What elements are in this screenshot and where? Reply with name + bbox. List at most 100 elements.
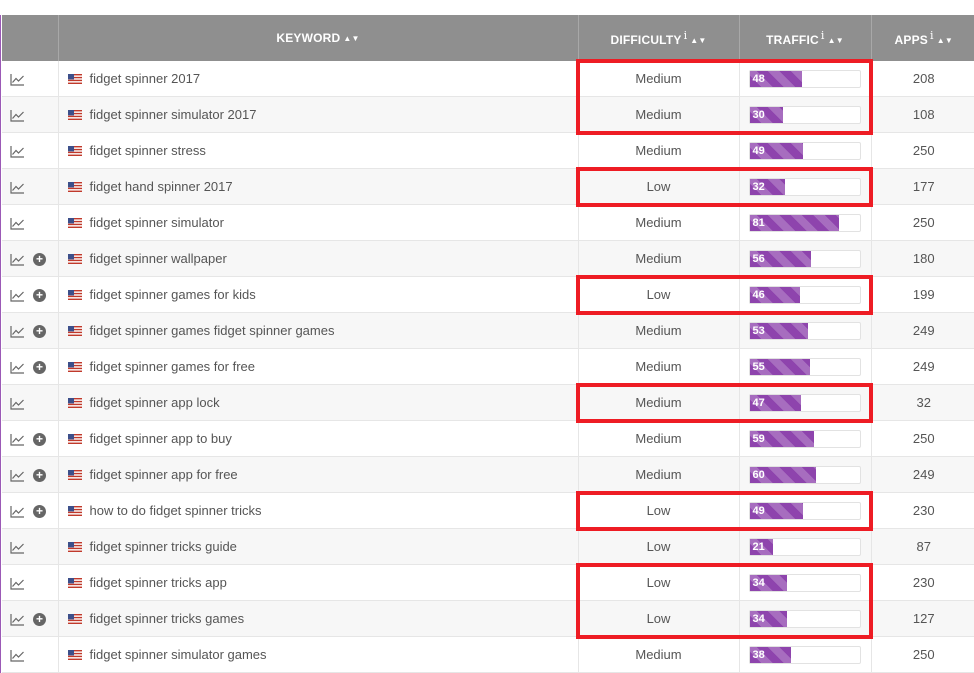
sort-icon[interactable]: ▲▼ bbox=[343, 34, 360, 43]
sort-icon[interactable]: ▲▼ bbox=[827, 36, 844, 45]
traffic-cell: 53 bbox=[739, 312, 872, 349]
row-actions: + bbox=[2, 600, 59, 637]
us-flag-icon bbox=[67, 326, 82, 337]
apps-cell: 250 bbox=[871, 636, 974, 673]
chart-icon[interactable] bbox=[10, 613, 25, 626]
chart-icon[interactable] bbox=[10, 109, 25, 122]
keyword-text: fidget spinner app for free bbox=[89, 467, 238, 483]
keyword-cell[interactable]: fidget spinner stress bbox=[58, 132, 579, 169]
keyword-cell[interactable]: fidget spinner games for free bbox=[58, 348, 579, 385]
plus-circle-icon[interactable]: + bbox=[33, 361, 46, 375]
difficulty-cell: Medium bbox=[578, 61, 740, 97]
plus-circle-icon[interactable]: + bbox=[33, 433, 46, 447]
table-row: + fidget spinner games fidget spinner ga… bbox=[2, 312, 974, 349]
keyword-cell[interactable]: fidget spinner app lock bbox=[58, 384, 579, 421]
table-row: fidget spinner simulator Medium 81 250 bbox=[2, 204, 974, 241]
difficulty-cell: Medium bbox=[578, 240, 740, 277]
keyword-cell[interactable]: fidget spinner tricks app bbox=[58, 564, 579, 601]
traffic-bar: 48 bbox=[748, 69, 861, 88]
keyword-cell[interactable]: fidget spinner games fidget spinner game… bbox=[58, 312, 579, 349]
header-traffic[interactable]: TRAFFIC i ▲▼ bbox=[739, 15, 872, 61]
keyword-cell[interactable]: fidget spinner app for free bbox=[58, 456, 579, 493]
table-row: fidget spinner tricks app Low 34 230 bbox=[2, 564, 974, 601]
chart-icon[interactable] bbox=[10, 505, 25, 518]
chart-icon[interactable] bbox=[10, 181, 25, 194]
traffic-cell: 32 bbox=[739, 168, 872, 205]
plus-circle-icon[interactable]: + bbox=[33, 613, 46, 627]
keyword-cell[interactable]: fidget spinner wallpaper bbox=[58, 240, 579, 277]
keyword-text: fidget spinner simulator bbox=[89, 215, 224, 231]
table-header-row: KEYWORD ▲▼ DIFFICULTY i ▲▼ TRAFFIC i ▲▼ APPS i… bbox=[2, 15, 974, 61]
info-icon[interactable]: i bbox=[930, 29, 934, 42]
row-actions bbox=[2, 61, 59, 97]
chart-icon[interactable] bbox=[10, 397, 25, 410]
keyword-cell[interactable]: fidget spinner tricks guide bbox=[58, 528, 579, 565]
chart-icon[interactable] bbox=[10, 325, 25, 338]
traffic-bar-fill bbox=[749, 646, 792, 663]
chart-icon[interactable] bbox=[10, 649, 25, 662]
table-row: + fidget spinner games for kids Low 46 1… bbox=[2, 276, 974, 313]
traffic-bar: 38 bbox=[748, 645, 861, 664]
keyword-cell[interactable]: fidget spinner games for kids bbox=[58, 276, 579, 313]
us-flag-icon bbox=[67, 434, 82, 445]
keyword-cell[interactable]: fidget spinner 2017 bbox=[58, 61, 579, 97]
keyword-cell[interactable]: how to do fidget spinner tricks bbox=[58, 492, 579, 529]
table-row: fidget spinner app lock Medium 47 32 bbox=[2, 384, 974, 421]
traffic-cell: 48 bbox=[739, 61, 872, 97]
row-actions bbox=[2, 132, 59, 169]
keyword-cell[interactable]: fidget spinner simulator bbox=[58, 204, 579, 241]
plus-circle-icon[interactable]: + bbox=[33, 253, 46, 267]
keyword-text: fidget spinner app to buy bbox=[89, 431, 232, 447]
plus-circle-icon[interactable]: + bbox=[33, 469, 46, 483]
traffic-cell: 34 bbox=[739, 600, 872, 637]
keyword-text: fidget spinner games fidget spinner game… bbox=[89, 323, 335, 339]
keyword-cell[interactable]: fidget spinner app to buy bbox=[58, 420, 579, 457]
chart-icon[interactable] bbox=[10, 253, 25, 266]
chart-icon[interactable] bbox=[10, 145, 25, 158]
apps-cell: 32 bbox=[871, 384, 974, 421]
header-apps-label: APPS bbox=[894, 33, 928, 47]
difficulty-cell: Medium bbox=[578, 96, 740, 133]
sort-icon[interactable]: ▲▼ bbox=[690, 36, 707, 45]
info-icon[interactable]: i bbox=[820, 29, 825, 42]
us-flag-icon bbox=[67, 218, 82, 229]
traffic-bar-fill bbox=[749, 610, 787, 627]
chart-icon[interactable] bbox=[10, 217, 25, 230]
chart-icon[interactable] bbox=[10, 73, 25, 86]
apps-cell: 250 bbox=[871, 132, 974, 169]
chart-icon[interactable] bbox=[10, 289, 25, 302]
header-keyword[interactable]: KEYWORD ▲▼ bbox=[58, 15, 579, 61]
difficulty-cell: Medium bbox=[578, 204, 740, 241]
header-difficulty[interactable]: DIFFICULTY i ▲▼ bbox=[578, 15, 740, 61]
traffic-bar: 60 bbox=[748, 465, 861, 484]
traffic-bar-fill bbox=[749, 178, 785, 195]
traffic-bar-fill bbox=[749, 394, 802, 411]
sort-icon[interactable]: ▲▼ bbox=[936, 36, 953, 45]
chart-icon[interactable] bbox=[10, 541, 25, 554]
table-row: + fidget spinner wallpaper Medium 56 180 bbox=[2, 240, 974, 277]
traffic-value: 81 bbox=[752, 216, 765, 229]
apps-cell: 208 bbox=[871, 61, 974, 97]
header-apps[interactable]: APPS i ▲▼ bbox=[871, 15, 974, 61]
info-icon[interactable]: i bbox=[683, 29, 688, 42]
apps-cell: 199 bbox=[871, 276, 974, 313]
us-flag-icon bbox=[67, 146, 82, 157]
table-row: + how to do fidget spinner tricks Low 49… bbox=[2, 492, 974, 529]
traffic-bar: 21 bbox=[748, 537, 861, 556]
keyword-cell[interactable]: fidget spinner tricks games bbox=[58, 600, 579, 637]
keyword-text: fidget spinner tricks games bbox=[89, 611, 245, 627]
plus-circle-icon[interactable]: + bbox=[33, 325, 46, 339]
keyword-cell[interactable]: fidget spinner simulator 2017 bbox=[58, 96, 579, 133]
plus-circle-icon[interactable]: + bbox=[33, 289, 46, 303]
plus-circle-icon[interactable]: + bbox=[33, 505, 46, 519]
chart-icon[interactable] bbox=[10, 469, 25, 482]
difficulty-cell: Low bbox=[578, 492, 740, 529]
chart-icon[interactable] bbox=[10, 361, 25, 374]
keyword-cell[interactable]: fidget spinner simulator games bbox=[58, 636, 579, 673]
traffic-cell: 21 bbox=[739, 528, 872, 565]
traffic-value: 49 bbox=[752, 504, 765, 517]
chart-icon[interactable] bbox=[10, 433, 25, 446]
row-actions: + bbox=[2, 348, 59, 385]
chart-icon[interactable] bbox=[10, 577, 25, 590]
keyword-cell[interactable]: fidget hand spinner 2017 bbox=[58, 168, 579, 205]
